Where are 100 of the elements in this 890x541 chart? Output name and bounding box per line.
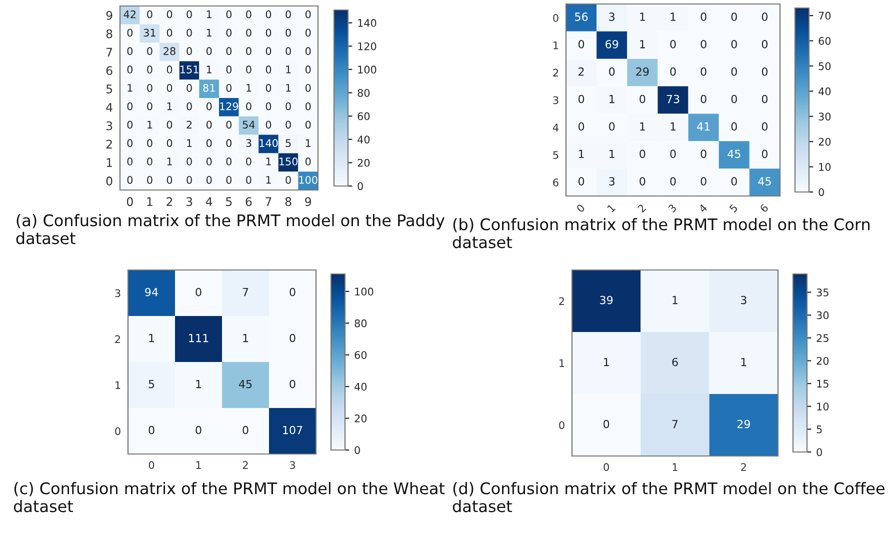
data-label: 0	[305, 28, 311, 37]
data-label: 0	[206, 47, 212, 56]
color-bar-label: 100	[355, 288, 374, 296]
data-label: 0	[670, 150, 676, 158]
color-bar-label: 0	[818, 188, 824, 196]
data-label: 3	[246, 139, 252, 148]
data-label: 1	[266, 158, 271, 166]
data-label: 42	[124, 10, 136, 18]
data-label: 1	[206, 10, 212, 18]
data-label: 0	[700, 177, 706, 186]
data-label: 0	[731, 94, 737, 104]
data-label: 0	[762, 40, 768, 48]
color-bar-label: 20	[816, 356, 829, 365]
data-label: 73	[666, 94, 680, 104]
data-label: 0	[206, 120, 212, 129]
y-tick-label: 6	[553, 178, 558, 186]
data-label: 0	[762, 150, 768, 158]
x-tick-label: 5	[226, 197, 232, 206]
data-label: 29	[636, 67, 649, 76]
data-label: 1	[243, 334, 248, 342]
data-label: 0	[186, 176, 192, 184]
y-tick-label: 1	[116, 381, 120, 389]
data-label: 0	[226, 28, 232, 37]
text: (d) Confusion matrix of the PRMT model on the Coffee dataset	[452, 482, 884, 512]
data-label: 0	[166, 28, 172, 37]
data-label: 0	[731, 67, 737, 76]
color-bar-label: 20	[358, 158, 370, 167]
y-tick-label: 6	[106, 66, 112, 76]
x-tick-label: 3	[668, 204, 677, 213]
data-label: 0	[700, 150, 706, 158]
data-label: 0	[147, 102, 152, 110]
data-label: 0	[186, 158, 192, 166]
data-label: 0	[147, 47, 152, 56]
data-label: 0	[286, 10, 291, 18]
data-label: 150	[280, 158, 298, 166]
color-bar-label: 60	[818, 36, 831, 45]
data-label: 0	[305, 120, 311, 129]
x-tick-label: 6	[246, 197, 252, 206]
color-bar-label: 100	[358, 66, 376, 74]
data-label: 1	[149, 334, 154, 342]
data-label: 0	[186, 84, 192, 92]
data-label: 0	[604, 420, 610, 428]
data-label: 0	[700, 40, 706, 48]
data-label: 0	[127, 28, 133, 37]
y-tick-label: 0	[115, 427, 120, 436]
data-label: 0	[226, 158, 232, 166]
y-tick-label: 2	[559, 297, 564, 305]
y-tick-label: 0	[559, 421, 564, 430]
data-label: 1	[670, 12, 676, 21]
data-label: 0	[147, 176, 152, 184]
data-label: 41	[697, 122, 710, 130]
color-bar-label: 60	[354, 351, 367, 359]
x-tick-label: 0	[148, 461, 154, 470]
text: (b) Confusion matrix of the PRMT model on the Corn dataset	[452, 218, 870, 248]
y-tick-label: 3	[106, 121, 112, 130]
data-label: 0	[266, 84, 272, 92]
text: (c) Confusion matrix of the PRMT model on the Wheat dataset	[14, 482, 445, 512]
data-label: 0	[762, 94, 768, 104]
color-bar-label: 20	[354, 414, 367, 422]
data-label: 0	[196, 426, 202, 434]
data-label: 7	[242, 288, 248, 296]
data-label: 1	[148, 120, 152, 128]
data-label: 0	[290, 380, 296, 388]
y-tick-label: 2	[115, 335, 120, 343]
data-label: 1	[286, 66, 291, 74]
data-label: 0	[286, 28, 291, 37]
data-label: 7	[672, 420, 678, 428]
color-bar-label: 30	[818, 112, 831, 120]
data-label: 1	[266, 176, 271, 184]
color-bar-label: 0	[354, 446, 360, 454]
data-label: 1	[206, 66, 212, 74]
data-label: 0	[206, 176, 212, 184]
data-label: 0	[206, 139, 212, 148]
color-bar-label: 60	[358, 112, 370, 120]
y-tick-label: 0	[106, 176, 112, 186]
data-label: 0	[731, 40, 737, 48]
data-label: 0	[246, 102, 252, 110]
data-label: 0	[226, 120, 232, 129]
color-bar-label: 70	[818, 12, 831, 20]
data-label: 3	[609, 177, 614, 186]
data-label: 0	[305, 10, 311, 18]
color-bar-label: 40	[358, 136, 370, 144]
color-bar-label: 0	[816, 448, 822, 456]
data-label: 0	[127, 158, 133, 166]
data-label: 0	[578, 40, 584, 48]
data-label: 0	[246, 10, 252, 18]
x-tick-label: 1	[196, 461, 201, 469]
data-label: 0	[242, 426, 248, 434]
color-bar-label: 40	[354, 382, 367, 391]
data-label: 107	[283, 426, 302, 434]
data-label: 2	[186, 120, 192, 128]
x-tick-label: 2	[242, 461, 248, 469]
data-label: 0	[762, 122, 768, 131]
x-tick-label: 3	[186, 197, 192, 206]
data-label: 0	[290, 334, 296, 342]
y-tick-label: 3	[115, 289, 120, 298]
data-label: 0	[226, 176, 232, 184]
y-tick-label: 5	[106, 84, 112, 94]
x-tick-label: 0	[576, 204, 586, 213]
data-label: 0	[246, 176, 252, 184]
